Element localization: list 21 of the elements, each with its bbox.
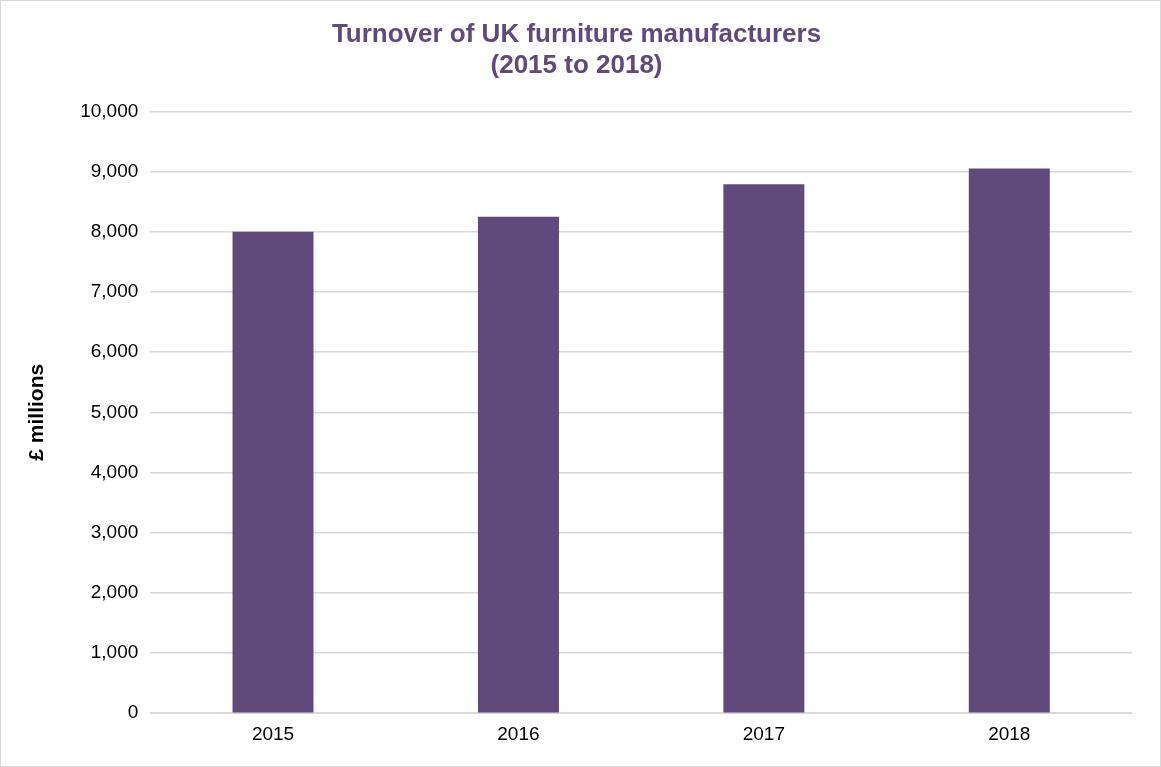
y-tick-label: 3,000 [90,520,139,542]
y-axis-title: £ millions [24,363,48,461]
y-tick-label: 5,000 [90,400,139,422]
x-tick-label: 2018 [988,722,1031,744]
bar [968,168,1050,713]
bar [232,231,314,713]
y-tick-label: 6,000 [90,340,139,362]
y-tick-label: 2,000 [90,581,139,603]
y-tick-label: 7,000 [90,280,139,302]
y-tick-label: 0 [127,701,139,723]
bar [723,184,805,713]
x-tick-label: 2017 [742,722,786,744]
y-tick-label: 8,000 [90,219,139,241]
y-tick-label: 10,000 [80,99,139,121]
y-tick-label: 4,000 [90,460,139,482]
bar [477,216,559,713]
chart-title: Turnover of UK furniture manufacturers (2015 to 2018) [331,17,822,79]
x-tick-label: 2015 [251,722,295,744]
y-tick-label: 1,000 [90,641,139,663]
x-tick-label: 2016 [497,722,540,744]
y-tick-label: 9,000 [90,159,139,181]
